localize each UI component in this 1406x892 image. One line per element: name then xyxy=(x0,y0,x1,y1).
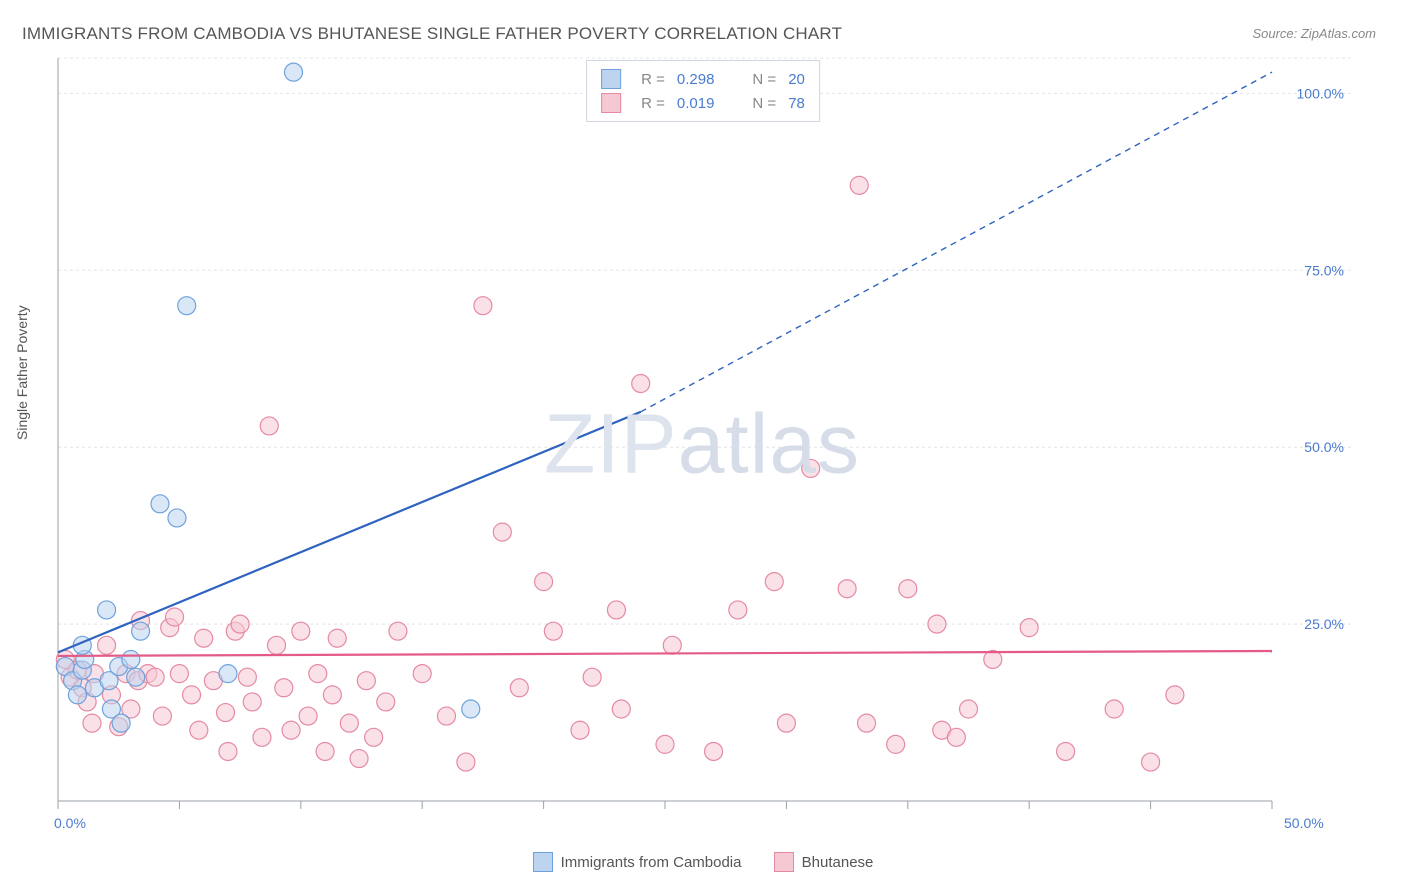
svg-text:50.0%: 50.0% xyxy=(1304,439,1344,455)
svg-text:100.0%: 100.0% xyxy=(1297,85,1344,101)
legend-item-a: Immigrants from Cambodia xyxy=(533,852,742,872)
r-value-b: 0.019 xyxy=(677,95,715,112)
swatch-a-icon xyxy=(533,852,553,872)
x-tick-left: 0.0% xyxy=(54,815,86,831)
n-label-b: N = xyxy=(752,95,776,112)
svg-text:75.0%: 75.0% xyxy=(1304,262,1344,278)
legend-bottom: Immigrants from Cambodia Bhutanese xyxy=(0,852,1406,876)
n-label-a: N = xyxy=(752,71,776,88)
swatch-b-icon xyxy=(601,93,621,113)
svg-text:25.0%: 25.0% xyxy=(1304,616,1344,632)
stats-row-b: R = 0.019 N = 78 xyxy=(601,91,805,115)
r-label-a: R = xyxy=(641,71,665,88)
swatch-a-icon xyxy=(601,69,621,89)
n-value-b: 78 xyxy=(788,95,805,112)
swatch-b-icon xyxy=(774,852,794,872)
scatter-svg: 25.0% 50.0% 75.0% 100.0% xyxy=(52,56,1352,831)
y-axis-label: Single Father Poverty xyxy=(14,305,30,440)
x-tick-right: 50.0% xyxy=(1284,815,1324,831)
stats-row-a: R = 0.298 N = 20 xyxy=(601,67,805,91)
legend-item-b: Bhutanese xyxy=(774,852,874,872)
stats-legend: R = 0.298 N = 20 R = 0.019 N = 78 xyxy=(586,60,820,122)
chart-title: IMMIGRANTS FROM CAMBODIA VS BHUTANESE SI… xyxy=(22,24,842,44)
plot-area: 25.0%50.0%75.0%100.0% ZIPatlas xyxy=(52,56,1352,831)
source-attribution: Source: ZipAtlas.com xyxy=(1252,26,1376,41)
legend-label-b: Bhutanese xyxy=(802,854,874,871)
r-value-a: 0.298 xyxy=(677,71,715,88)
legend-label-a: Immigrants from Cambodia xyxy=(561,854,742,871)
n-value-a: 20 xyxy=(788,71,805,88)
r-label-b: R = xyxy=(641,95,665,112)
